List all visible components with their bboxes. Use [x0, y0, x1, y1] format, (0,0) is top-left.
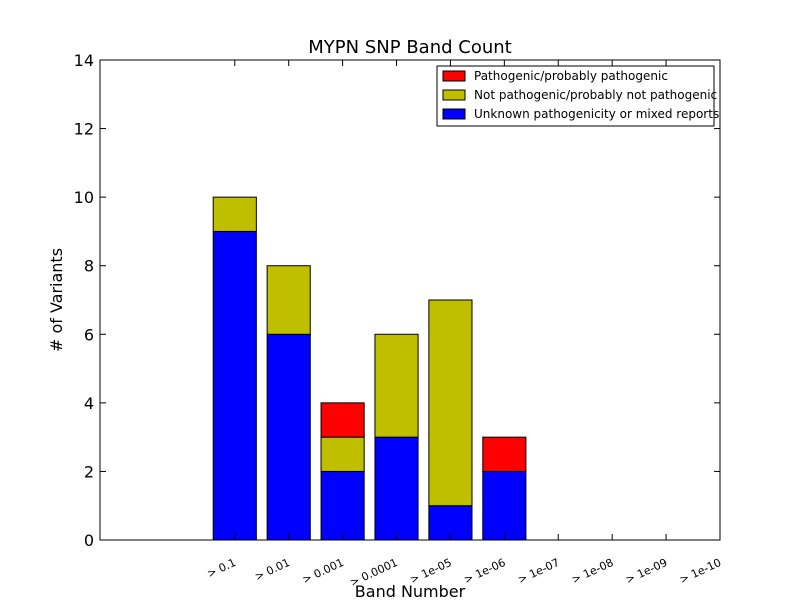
bar-segment: [212, 196, 257, 232]
y-axis-label: # of Variants: [47, 248, 66, 352]
x-axis-label: Band Number: [355, 582, 466, 600]
bars-layer: [212, 196, 527, 541]
y-axis-ticks: 0 2 4 6 8 10 12 14: [74, 51, 720, 550]
legend-swatch: [442, 89, 466, 101]
legend-swatch: [442, 70, 466, 82]
bar-segment: [428, 299, 473, 507]
bar-segment: [320, 470, 365, 541]
y-tick-label: 8: [84, 257, 94, 276]
chart-title: MYPN SNP Band Count: [308, 37, 511, 58]
bar-segment: [212, 230, 257, 541]
bar-segment: [320, 402, 365, 438]
legend-label: Pathogenic/probably pathogenic: [474, 69, 668, 83]
x-tick-label: > 1e-09: [624, 556, 670, 587]
legend-swatch: [442, 108, 466, 120]
bar-segment: [482, 436, 527, 472]
y-tick-label: 4: [84, 394, 94, 413]
y-tick-label: 12: [74, 120, 94, 139]
legend-label: Unknown pathogenicity or mixed reports: [474, 107, 719, 121]
x-tick-label: > 1e-10: [677, 556, 723, 587]
bar-segment: [374, 436, 419, 541]
bar-segment: [482, 470, 527, 541]
x-tick-label: > 1e-07: [516, 556, 562, 587]
x-tick-label: > 0.01: [253, 556, 292, 584]
x-tick-label: > 1e-08: [570, 556, 616, 587]
bar-segment: [266, 265, 311, 335]
x-tick-label: > 0.1: [205, 556, 238, 581]
y-tick-label: 2: [84, 462, 94, 481]
x-tick-label: > 1e-06: [462, 556, 508, 587]
plot-frame: [99, 59, 721, 541]
legend-label: Not pathogenic/probably not pathogenic: [474, 88, 717, 102]
y-tick-label: 14: [74, 51, 94, 70]
bar-segment: [374, 333, 419, 438]
bar-segment: [320, 436, 365, 472]
x-tick-label: > 0.001: [300, 556, 346, 586]
y-tick-label: 0: [84, 531, 94, 550]
legend: Pathogenic/probably pathogenic Not pathog…: [436, 65, 719, 127]
y-tick-label: 10: [74, 188, 94, 207]
y-tick-label: 6: [84, 325, 94, 344]
legend-box: [436, 65, 715, 127]
bar-segment: [266, 333, 311, 541]
